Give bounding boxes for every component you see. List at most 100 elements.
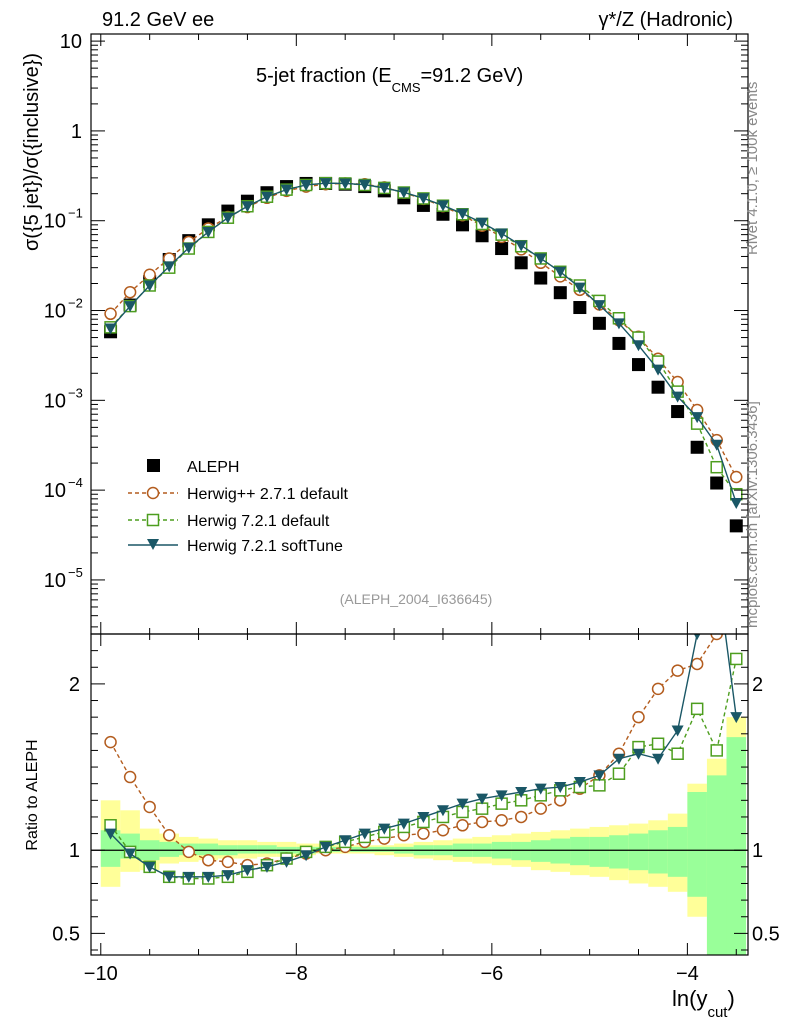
ratio-point-herwig721 xyxy=(651,737,665,751)
ratio-point-softtune xyxy=(397,818,410,830)
ratio-point-softtune xyxy=(163,871,176,883)
band-green-bin xyxy=(628,833,649,871)
main-point-softtune xyxy=(241,201,254,213)
main-point-herwigpp xyxy=(123,285,137,299)
main-point-softtune xyxy=(476,217,489,229)
main-point-softtune xyxy=(397,187,410,199)
band-green-bin xyxy=(374,846,395,852)
band-green-bin xyxy=(198,843,219,856)
main-point-softtune xyxy=(554,266,567,278)
main-point-softtune xyxy=(260,191,273,203)
ratio-point-softtune xyxy=(143,861,156,873)
band-green-bin xyxy=(511,841,531,861)
ratio-point-softtune xyxy=(378,823,391,835)
ratio-frame xyxy=(90,633,749,956)
main-point-herwigpp xyxy=(143,268,156,282)
ratio-point-herwigpp xyxy=(202,853,215,867)
main-point-aleph xyxy=(710,476,724,490)
ratio-point-herwigpp xyxy=(671,664,684,677)
main-point-softtune xyxy=(593,300,606,312)
main-y-tick-exponent: −5 xyxy=(68,565,83,580)
ratio-point-softtune xyxy=(202,871,215,883)
ratio-y-tick-label-left: 0.5 xyxy=(52,923,80,945)
legend-label-herwig721: Herwig 7.2.1 default xyxy=(187,513,330,530)
band-green-bin xyxy=(530,840,551,862)
ratio-line-herwigpp xyxy=(109,634,718,866)
main-point-aleph xyxy=(514,256,528,270)
x-tick-label: −6 xyxy=(480,963,503,985)
ratio-point-softtune xyxy=(573,777,586,789)
ratio-point-herwig721 xyxy=(612,767,626,780)
main-point-aleph xyxy=(456,218,470,232)
ratio-point-herwigpp xyxy=(514,810,528,824)
x-tick-label: −8 xyxy=(285,963,308,985)
ratio-point-herwigpp xyxy=(495,814,508,827)
ratio-point-softtune xyxy=(476,793,489,805)
ratio-point-herwigpp xyxy=(436,824,450,837)
ratio-uncertainty-bands xyxy=(91,717,748,955)
legend: ALEPH Herwig++ 2.7.1 default Herwig 7.2.… xyxy=(128,459,349,555)
ratio-point-herwigpp xyxy=(475,815,489,829)
ratio-point-softtune xyxy=(612,753,625,765)
ratio-point-herwigpp xyxy=(182,845,196,859)
main-y-tick-label: 10 xyxy=(44,211,66,233)
ratio-point-softtune xyxy=(417,811,430,823)
band-green-bin xyxy=(726,737,747,955)
legend-label-aleph: ALEPH xyxy=(187,459,239,476)
main-point-softtune xyxy=(573,282,586,294)
main-y-tick-exponent: −3 xyxy=(68,385,83,400)
main-point-herwigpp xyxy=(730,470,743,484)
ratio-point-softtune xyxy=(515,787,528,799)
ratio-series xyxy=(104,634,743,885)
title-subscript: CMS xyxy=(392,80,421,95)
band-green-bin xyxy=(609,835,629,869)
main-point-softtune xyxy=(143,280,156,292)
ratio-point-softtune xyxy=(671,725,684,737)
main-y-tick-label: 10 xyxy=(44,390,66,412)
main-y-tick-label: 10 xyxy=(44,480,66,502)
band-green-bin xyxy=(648,830,668,874)
main-point-softtune xyxy=(280,184,293,196)
x-axis-label-text: ln(y xyxy=(672,986,707,1011)
ratio-y-tick-label-left: 2 xyxy=(69,674,80,696)
main-y-tick-exponent: −2 xyxy=(68,296,83,311)
ratio-point-softtune xyxy=(593,770,606,782)
ratio-point-softtune xyxy=(693,634,701,640)
main-y-tick-label: 10 xyxy=(60,31,82,53)
legend-marker-softtune xyxy=(147,539,159,550)
band-green-bin xyxy=(589,836,610,867)
band-green-bin xyxy=(667,826,688,877)
main-point-softtune xyxy=(632,340,645,352)
x-axis-label: ln(ycut) xyxy=(672,986,735,1021)
ratio-point-herwig721 xyxy=(593,779,606,792)
main-point-aleph xyxy=(553,286,567,300)
x-tick-label: −4 xyxy=(676,963,699,985)
ratio-y-tick-label-right: 2 xyxy=(752,674,763,696)
main-series xyxy=(104,176,743,533)
main-point-softtune xyxy=(417,193,430,205)
ratio-point-herwig721 xyxy=(710,744,723,757)
ratio-point-softtune xyxy=(495,790,508,802)
main-point-softtune xyxy=(124,301,137,313)
main-point-aleph xyxy=(573,301,587,315)
ratio-point-softtune xyxy=(730,712,743,724)
legend-entry-herwig721: Herwig 7.2.1 default xyxy=(128,513,330,530)
ratio-point-softtune xyxy=(319,841,332,853)
band-green-bin xyxy=(354,846,375,852)
main-point-aleph xyxy=(690,440,704,454)
legend-marker-herwig721 xyxy=(146,513,160,527)
ratio-point-softtune xyxy=(300,850,313,862)
main-point-aleph xyxy=(495,242,509,256)
legend-entry-softtune: Herwig 7.2.1 softTune xyxy=(128,538,343,555)
main-point-softtune xyxy=(202,226,215,238)
ratio-point-herwigpp xyxy=(710,634,723,641)
main-point-softtune xyxy=(182,242,195,254)
ratio-point-herwig721 xyxy=(730,652,743,666)
ratio-point-softtune xyxy=(534,783,547,795)
main-point-softtune xyxy=(378,182,391,194)
ratio-point-softtune xyxy=(456,798,469,810)
title-suffix: =91.2 GeV) xyxy=(421,65,524,87)
ratio-point-softtune xyxy=(221,870,234,882)
ratio-point-herwig721 xyxy=(671,747,684,761)
